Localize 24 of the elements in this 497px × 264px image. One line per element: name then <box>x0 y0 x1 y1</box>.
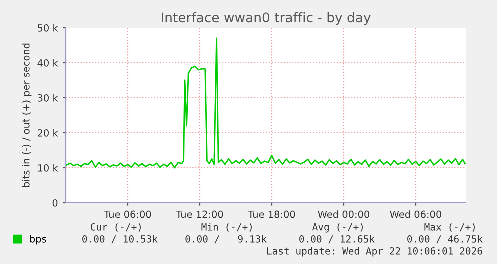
text: Max (-/+) <box>424 223 475 232</box>
legend-label: bps <box>30 235 46 245</box>
x-tick-label: Tue 18:00 <box>248 210 296 218</box>
x-tick-label: Tue 12:00 <box>176 210 224 218</box>
y-axis-title: bits in (-) / out (+) per second <box>22 44 32 188</box>
text: Last update: Wed Apr 22 10:06:01 2026 <box>267 247 482 257</box>
y-tick-label: 20 k <box>38 129 58 137</box>
chart-title: Interface wwan0 traffic - by day <box>162 12 371 26</box>
text: 0.00 / 10.53k <box>82 235 158 244</box>
y-tick-label: 40 k <box>38 59 58 67</box>
line-series <box>66 38 466 169</box>
text: 0.00 / 12.65k <box>300 235 375 244</box>
text: Avg (-/+) <box>312 223 363 233</box>
y-tick-label: 0 <box>52 199 58 207</box>
text: 0.00 / 46.75k <box>408 235 483 244</box>
y-tick-label: 30 k <box>38 94 58 102</box>
x-tick-label: Wed 06:00 <box>390 210 442 218</box>
text: Min (-/+) <box>202 223 252 232</box>
text: Cur (-/+) <box>90 223 141 232</box>
y-tick-label: 50 k <box>38 24 58 32</box>
text: 0.00 / 9.13k <box>186 235 267 244</box>
x-tick-label: Tue 06:00 <box>104 210 152 218</box>
y-tick-label: 10 k <box>38 164 58 172</box>
x-tick-label: Wed 00:00 <box>318 210 370 218</box>
